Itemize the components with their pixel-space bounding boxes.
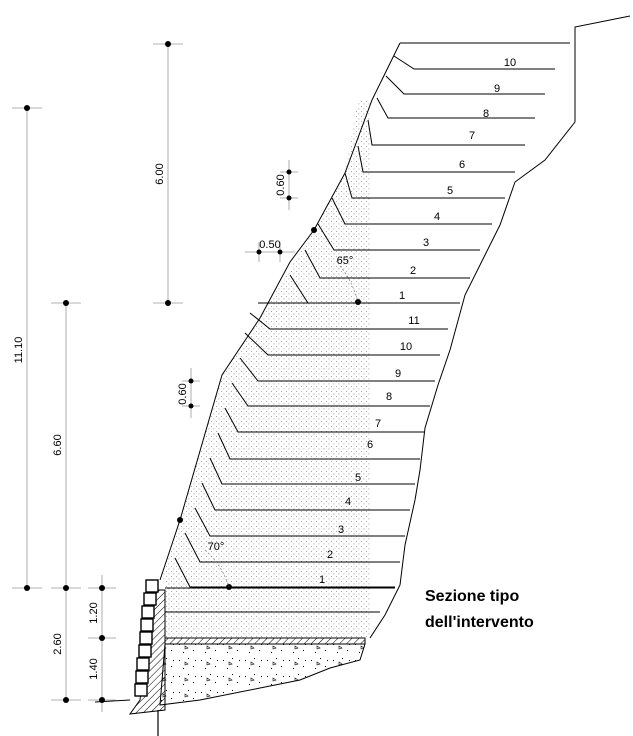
lower-layer-label: 1 — [319, 574, 325, 586]
reinforced-fill — [160, 173, 370, 580]
toe-wall — [94, 579, 166, 736]
reinforced-fill-base — [165, 580, 370, 638]
caption-line-1: Sezione tipo — [425, 588, 519, 605]
caption-line-2: dell'intervento — [425, 614, 534, 631]
lower-layer-label: 6 — [367, 439, 373, 451]
angle-upper: 65° — [337, 255, 354, 267]
dim-offset: 0.50 — [259, 239, 280, 251]
dim-upper-spacing: 0.60 — [275, 174, 287, 195]
drainage-layer — [164, 637, 366, 645]
dimension-lines — [12, 43, 298, 712]
dim-lower-height: 6.60 — [52, 434, 64, 455]
embankment-face — [159, 42, 401, 581]
upper-layer-label: 2 — [410, 265, 416, 277]
dim-base-upper: 1.20 — [88, 602, 100, 623]
dimension-markers — [24, 41, 361, 703]
angle-lower: 70° — [208, 541, 225, 553]
dim-upper-height: 6.00 — [154, 163, 166, 184]
lower-layer-label: 7 — [375, 418, 381, 430]
lower-layer-label: 8 — [386, 391, 392, 403]
lower-layer-label: 10 — [400, 341, 412, 353]
foundation — [159, 637, 366, 706]
upper-layer-label: 4 — [434, 211, 440, 223]
dim-base-height: 2.60 — [52, 633, 64, 654]
lower-layer-label: 9 — [395, 368, 401, 380]
upper-layer-label: 8 — [483, 108, 489, 120]
upper-layer-label: 1 — [399, 290, 405, 302]
lower-layer-labels: 1 2 3 4 5 6 7 8 9 10 11 — [319, 315, 420, 586]
dim-lower-spacing: 0.60 — [177, 383, 189, 404]
upper-layer-label: 3 — [423, 237, 429, 249]
natural-ground-line — [369, 15, 631, 639]
lower-layer-label: 4 — [345, 496, 351, 508]
upper-layer-label: 7 — [469, 130, 475, 142]
dimension-texts: 11.10 6.00 6.60 2.60 1.20 1.40 0.60 0.60… — [13, 163, 287, 679]
upper-layer-label: 5 — [447, 185, 453, 197]
upper-layer-label: 6 — [459, 159, 465, 171]
lower-layer-label: 2 — [327, 549, 333, 561]
upper-layer-label: 10 — [504, 57, 516, 69]
lower-layer-label: 11 — [408, 315, 419, 327]
lower-layer-label: 5 — [355, 472, 361, 484]
lower-layer-label: 3 — [338, 524, 344, 536]
dim-base-lower: 1.40 — [88, 658, 100, 679]
upper-layer-labels: 1 2 3 4 5 6 7 8 9 10 — [399, 57, 516, 302]
dim-total-height: 11.10 — [13, 337, 25, 364]
upper-layer-label: 9 — [494, 83, 500, 95]
gravel-foundation — [159, 643, 366, 706]
slope-body — [159, 15, 631, 639]
angle-arcs — [204, 265, 359, 588]
gabion-blocks — [134, 579, 159, 697]
